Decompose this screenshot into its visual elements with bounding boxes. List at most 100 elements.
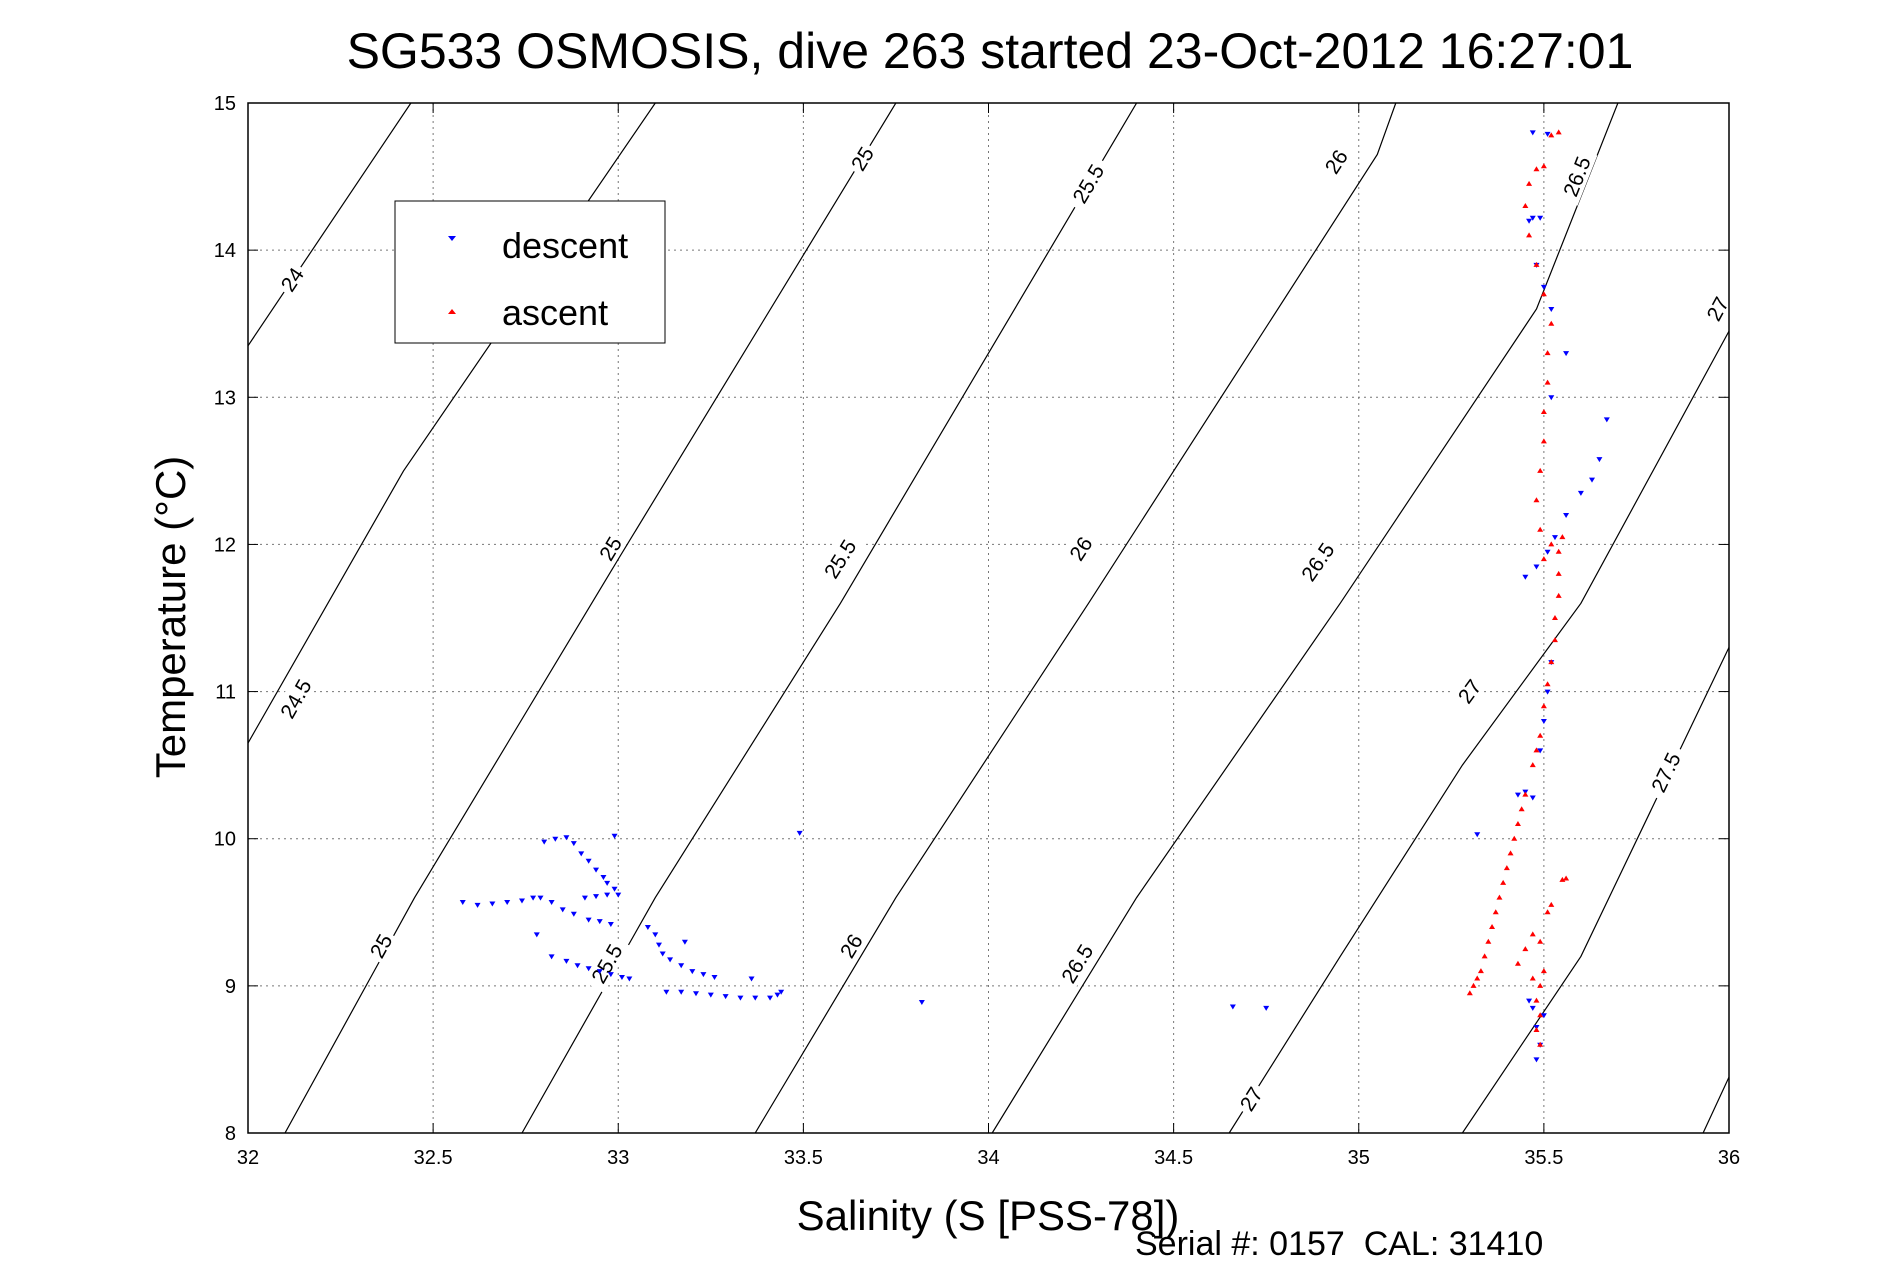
density-contour-line [248, 103, 412, 347]
descent-point [711, 975, 718, 981]
descent-point [504, 899, 511, 905]
ascent-point [1466, 990, 1473, 996]
legend-ascent-label: ascent [502, 292, 608, 333]
ascent-point [1503, 865, 1510, 871]
descent-point [563, 958, 570, 964]
descent-point [611, 886, 618, 892]
ascent-point [1470, 982, 1477, 988]
legend-descent-marker [448, 236, 456, 241]
descent-point [1589, 477, 1596, 483]
descent-point [1533, 564, 1540, 570]
ascent-point [1548, 901, 1555, 907]
descent-point [518, 898, 525, 904]
descent-point [644, 925, 651, 930]
ascent-point [1529, 762, 1536, 768]
descent-point [1526, 218, 1533, 224]
contour-label-bg [1232, 1079, 1269, 1118]
descent-point [707, 992, 714, 998]
ascent-point [1537, 938, 1544, 944]
ascent-point [1518, 806, 1525, 812]
descent-point [1544, 131, 1551, 137]
contour-label-bg [1642, 742, 1688, 802]
descent-point [563, 835, 570, 841]
data-points [459, 129, 1610, 1063]
descent-point [663, 989, 670, 995]
ascent-point [1533, 1027, 1540, 1032]
descent-point [748, 976, 755, 982]
descent-point [737, 995, 744, 1001]
y-tick-label: 9 [225, 976, 236, 998]
descent-point [578, 851, 585, 857]
contour-label-bg [1052, 933, 1101, 993]
ascent-point [1540, 556, 1547, 562]
descent-point [678, 963, 685, 969]
descent-point [1563, 351, 1570, 357]
ascent-point [1540, 163, 1547, 169]
y-tick-label: 11 [215, 682, 236, 704]
contour-label-bg [271, 669, 320, 728]
contour-label-bg [1555, 146, 1598, 206]
ascent-point [1548, 659, 1555, 665]
ascent-point [1533, 497, 1540, 503]
descent-point [659, 951, 666, 957]
descent-point [1548, 395, 1555, 401]
descent-point [600, 874, 607, 880]
ascent-point [1563, 875, 1570, 881]
descent-point [1540, 719, 1547, 724]
descent-point [655, 942, 662, 948]
ascent-point [1526, 180, 1533, 186]
descent-point [593, 867, 600, 873]
y-axis-tick-labels: 8 9 10 11 12 13 14 15 [214, 93, 236, 1145]
ascent-point [1485, 938, 1492, 944]
density-contour-line [754, 103, 1397, 1133]
x-tick-label: 33.5 [784, 1147, 823, 1169]
ascent-point [1514, 960, 1521, 966]
legend: descent ascent [394, 200, 666, 344]
descent-point [1544, 689, 1551, 695]
descent-point [689, 969, 696, 975]
ascent-point [1551, 615, 1558, 620]
ascent-point [1514, 821, 1521, 826]
ascent-point [1544, 909, 1551, 915]
descent-point [1548, 307, 1555, 312]
descent-point [1544, 549, 1551, 555]
descent-point [615, 892, 622, 898]
descent-point [1514, 792, 1521, 798]
descent-point [604, 892, 611, 898]
ascent-point [1474, 975, 1481, 981]
descent-point [778, 989, 785, 995]
ascent-point [1537, 982, 1544, 988]
y-tick-label: 12 [214, 534, 236, 556]
ascent-point [1537, 732, 1544, 738]
serial-footer: Serial #: 0157 CAL: 31410 [1135, 1225, 1543, 1262]
ascent-point [1559, 876, 1566, 882]
ascent-point [1533, 747, 1540, 753]
y-tick-label: 8 [225, 1123, 236, 1145]
descent-point [1229, 1004, 1236, 1010]
descent-point [1577, 490, 1584, 496]
ascent-point [1522, 946, 1529, 952]
ascent-point [1555, 548, 1562, 554]
descent-point [548, 954, 555, 960]
descent-point [585, 917, 592, 923]
descent-point [1522, 574, 1529, 580]
descent-point [626, 976, 633, 982]
ascent-point [1540, 968, 1547, 974]
contour-label-bg [362, 926, 399, 965]
descent-point [596, 969, 603, 975]
ascent-point [1489, 924, 1496, 929]
contour-label-bg [1291, 532, 1343, 591]
x-tick-label: 36 [1718, 1147, 1740, 1169]
ascent-point [1555, 592, 1562, 598]
x-tick-label: 34 [977, 1147, 999, 1169]
descent-point [722, 994, 729, 1000]
x-tick-label: 34.5 [1154, 1147, 1193, 1169]
ascent-point [1511, 835, 1518, 841]
contour-label-bg [1317, 142, 1354, 181]
descent-point [1529, 1005, 1536, 1011]
density-contour-line [1228, 330, 1729, 1133]
density-contour-line [1702, 1076, 1729, 1133]
ascent-point [1548, 320, 1555, 326]
descent-point [570, 841, 577, 847]
ascent-point [1496, 894, 1503, 900]
